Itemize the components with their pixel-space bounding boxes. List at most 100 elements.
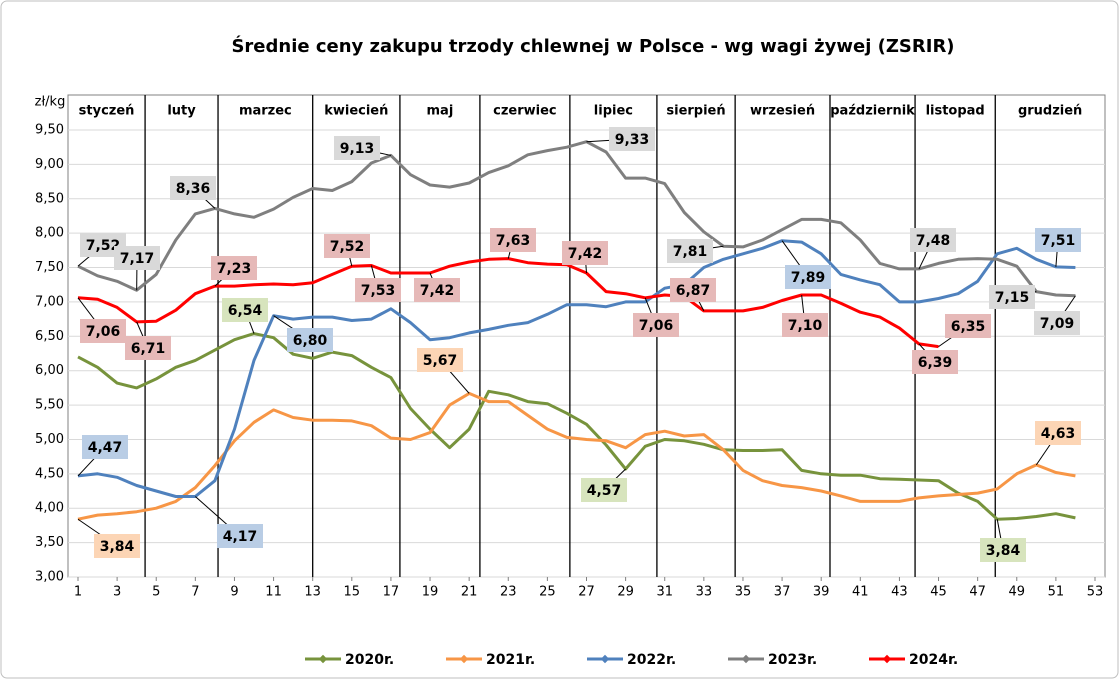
data-label: 3,84: [100, 539, 135, 555]
month-label: kwiecień: [324, 104, 388, 119]
month-label: czerwiec: [493, 104, 557, 119]
y-tick-label: 4,00: [35, 501, 64, 516]
y-tick-label: 9,50: [35, 123, 64, 138]
month-label: luty: [167, 104, 196, 119]
x-tick-label: 13: [304, 585, 321, 600]
x-tick-label: 19: [422, 585, 439, 600]
label-box: [912, 350, 958, 374]
data-label: 7,42: [568, 246, 603, 262]
label-box: [114, 246, 160, 270]
data-label: 7,09: [1040, 316, 1075, 332]
x-tick-label: 41: [852, 585, 869, 600]
label-box: [609, 127, 655, 151]
y-tick-label: 6,50: [35, 329, 64, 344]
data-label: 6,39: [918, 355, 953, 371]
data-label: 7,52: [86, 238, 121, 254]
legend-label: 2023r.: [768, 652, 817, 668]
data-label: 4,63: [1041, 426, 1076, 442]
label-box: [1034, 311, 1080, 335]
legend-label: 2024r.: [909, 652, 958, 668]
legend-marker: [318, 654, 328, 664]
y-tick-label: 3,50: [35, 535, 64, 550]
data-label: 7,23: [217, 261, 252, 277]
data-label: 9,13: [340, 141, 375, 157]
label-box: [355, 278, 401, 302]
x-tick-label: 49: [1008, 585, 1025, 600]
x-tick-label: 15: [344, 585, 361, 600]
x-tick-label: 25: [539, 585, 556, 600]
y-tick-label: 6,00: [35, 363, 64, 378]
x-tick-label: 31: [656, 585, 673, 600]
month-label: maj: [427, 104, 454, 119]
label-box: [222, 298, 268, 322]
legend-label: 2020r.: [345, 652, 394, 668]
series-line: [77, 391, 1076, 521]
x-tick-label: 3: [113, 585, 121, 600]
chart-title: Średnie ceny zakupu trzody chlewnej w Po…: [231, 35, 954, 57]
label-box: [217, 524, 263, 548]
x-tick-label: 29: [617, 585, 634, 600]
data-label: 7,17: [120, 251, 155, 267]
x-tick-label: 53: [1087, 585, 1104, 600]
x-tick-label: 27: [578, 585, 595, 600]
data-label: 7,52: [330, 239, 365, 255]
label-box: [667, 239, 713, 263]
data-label: 7,06: [639, 318, 674, 334]
legend-marker: [741, 654, 751, 664]
x-tick-label: 37: [774, 585, 791, 600]
data-label: 7,42: [420, 283, 455, 299]
y-tick-label: 7,50: [35, 260, 64, 275]
x-tick-label: 23: [500, 585, 517, 600]
x-tick-label: 51: [1048, 585, 1065, 600]
data-label: 6,35: [951, 319, 986, 335]
data-label: 7,48: [916, 233, 951, 249]
series-line: [77, 332, 1076, 521]
x-tick-label: 33: [696, 585, 713, 600]
x-tick-label: 1: [74, 585, 82, 600]
data-label: 6,80: [293, 333, 328, 349]
x-tick-label: 17: [383, 585, 400, 600]
label-box: [170, 176, 216, 200]
x-tick-label: 9: [230, 585, 238, 600]
data-label: 3,84: [986, 543, 1021, 559]
y-tick-label: 4,50: [35, 466, 64, 481]
label-box: [211, 256, 257, 280]
label-box: [633, 313, 679, 337]
data-label: 6,54: [228, 303, 263, 319]
month-label: lipiec: [594, 104, 633, 119]
data-label: 7,89: [791, 270, 826, 286]
x-tick-label: 47: [969, 585, 986, 600]
label-box: [82, 435, 128, 459]
label-box: [80, 319, 126, 343]
legend-marker: [459, 654, 469, 664]
legend-label: 2022r.: [627, 652, 676, 668]
label-box: [94, 534, 140, 558]
data-label: 8,36: [176, 181, 211, 197]
data-label: 7,10: [788, 318, 823, 334]
label-box: [910, 228, 956, 252]
data-label: 6,87: [676, 283, 711, 299]
label-box: [287, 328, 333, 352]
x-tick-label: 5: [152, 585, 160, 600]
y-tick-label: 3,00: [35, 570, 64, 585]
x-tick-label: 7: [191, 585, 199, 600]
label-box: [324, 234, 370, 258]
data-label: 4,57: [587, 483, 622, 499]
label-box: [125, 336, 171, 360]
month-label: wrzesień: [750, 104, 815, 119]
label-box: [1035, 421, 1081, 445]
month-label: październik: [830, 104, 915, 119]
label-box: [782, 313, 828, 337]
label-box: [417, 348, 463, 372]
data-label: 9,33: [615, 132, 650, 148]
data-label: 7,53: [361, 283, 396, 299]
data-label: 7,06: [86, 324, 121, 340]
label-box: [945, 314, 991, 338]
legend-marker: [882, 654, 892, 664]
label-box: [989, 285, 1035, 309]
month-label: styczeń: [79, 104, 135, 119]
label-box: [785, 265, 831, 289]
label-box: [334, 136, 380, 160]
month-label: grudzień: [1018, 104, 1082, 119]
data-label: 7,63: [496, 233, 531, 249]
